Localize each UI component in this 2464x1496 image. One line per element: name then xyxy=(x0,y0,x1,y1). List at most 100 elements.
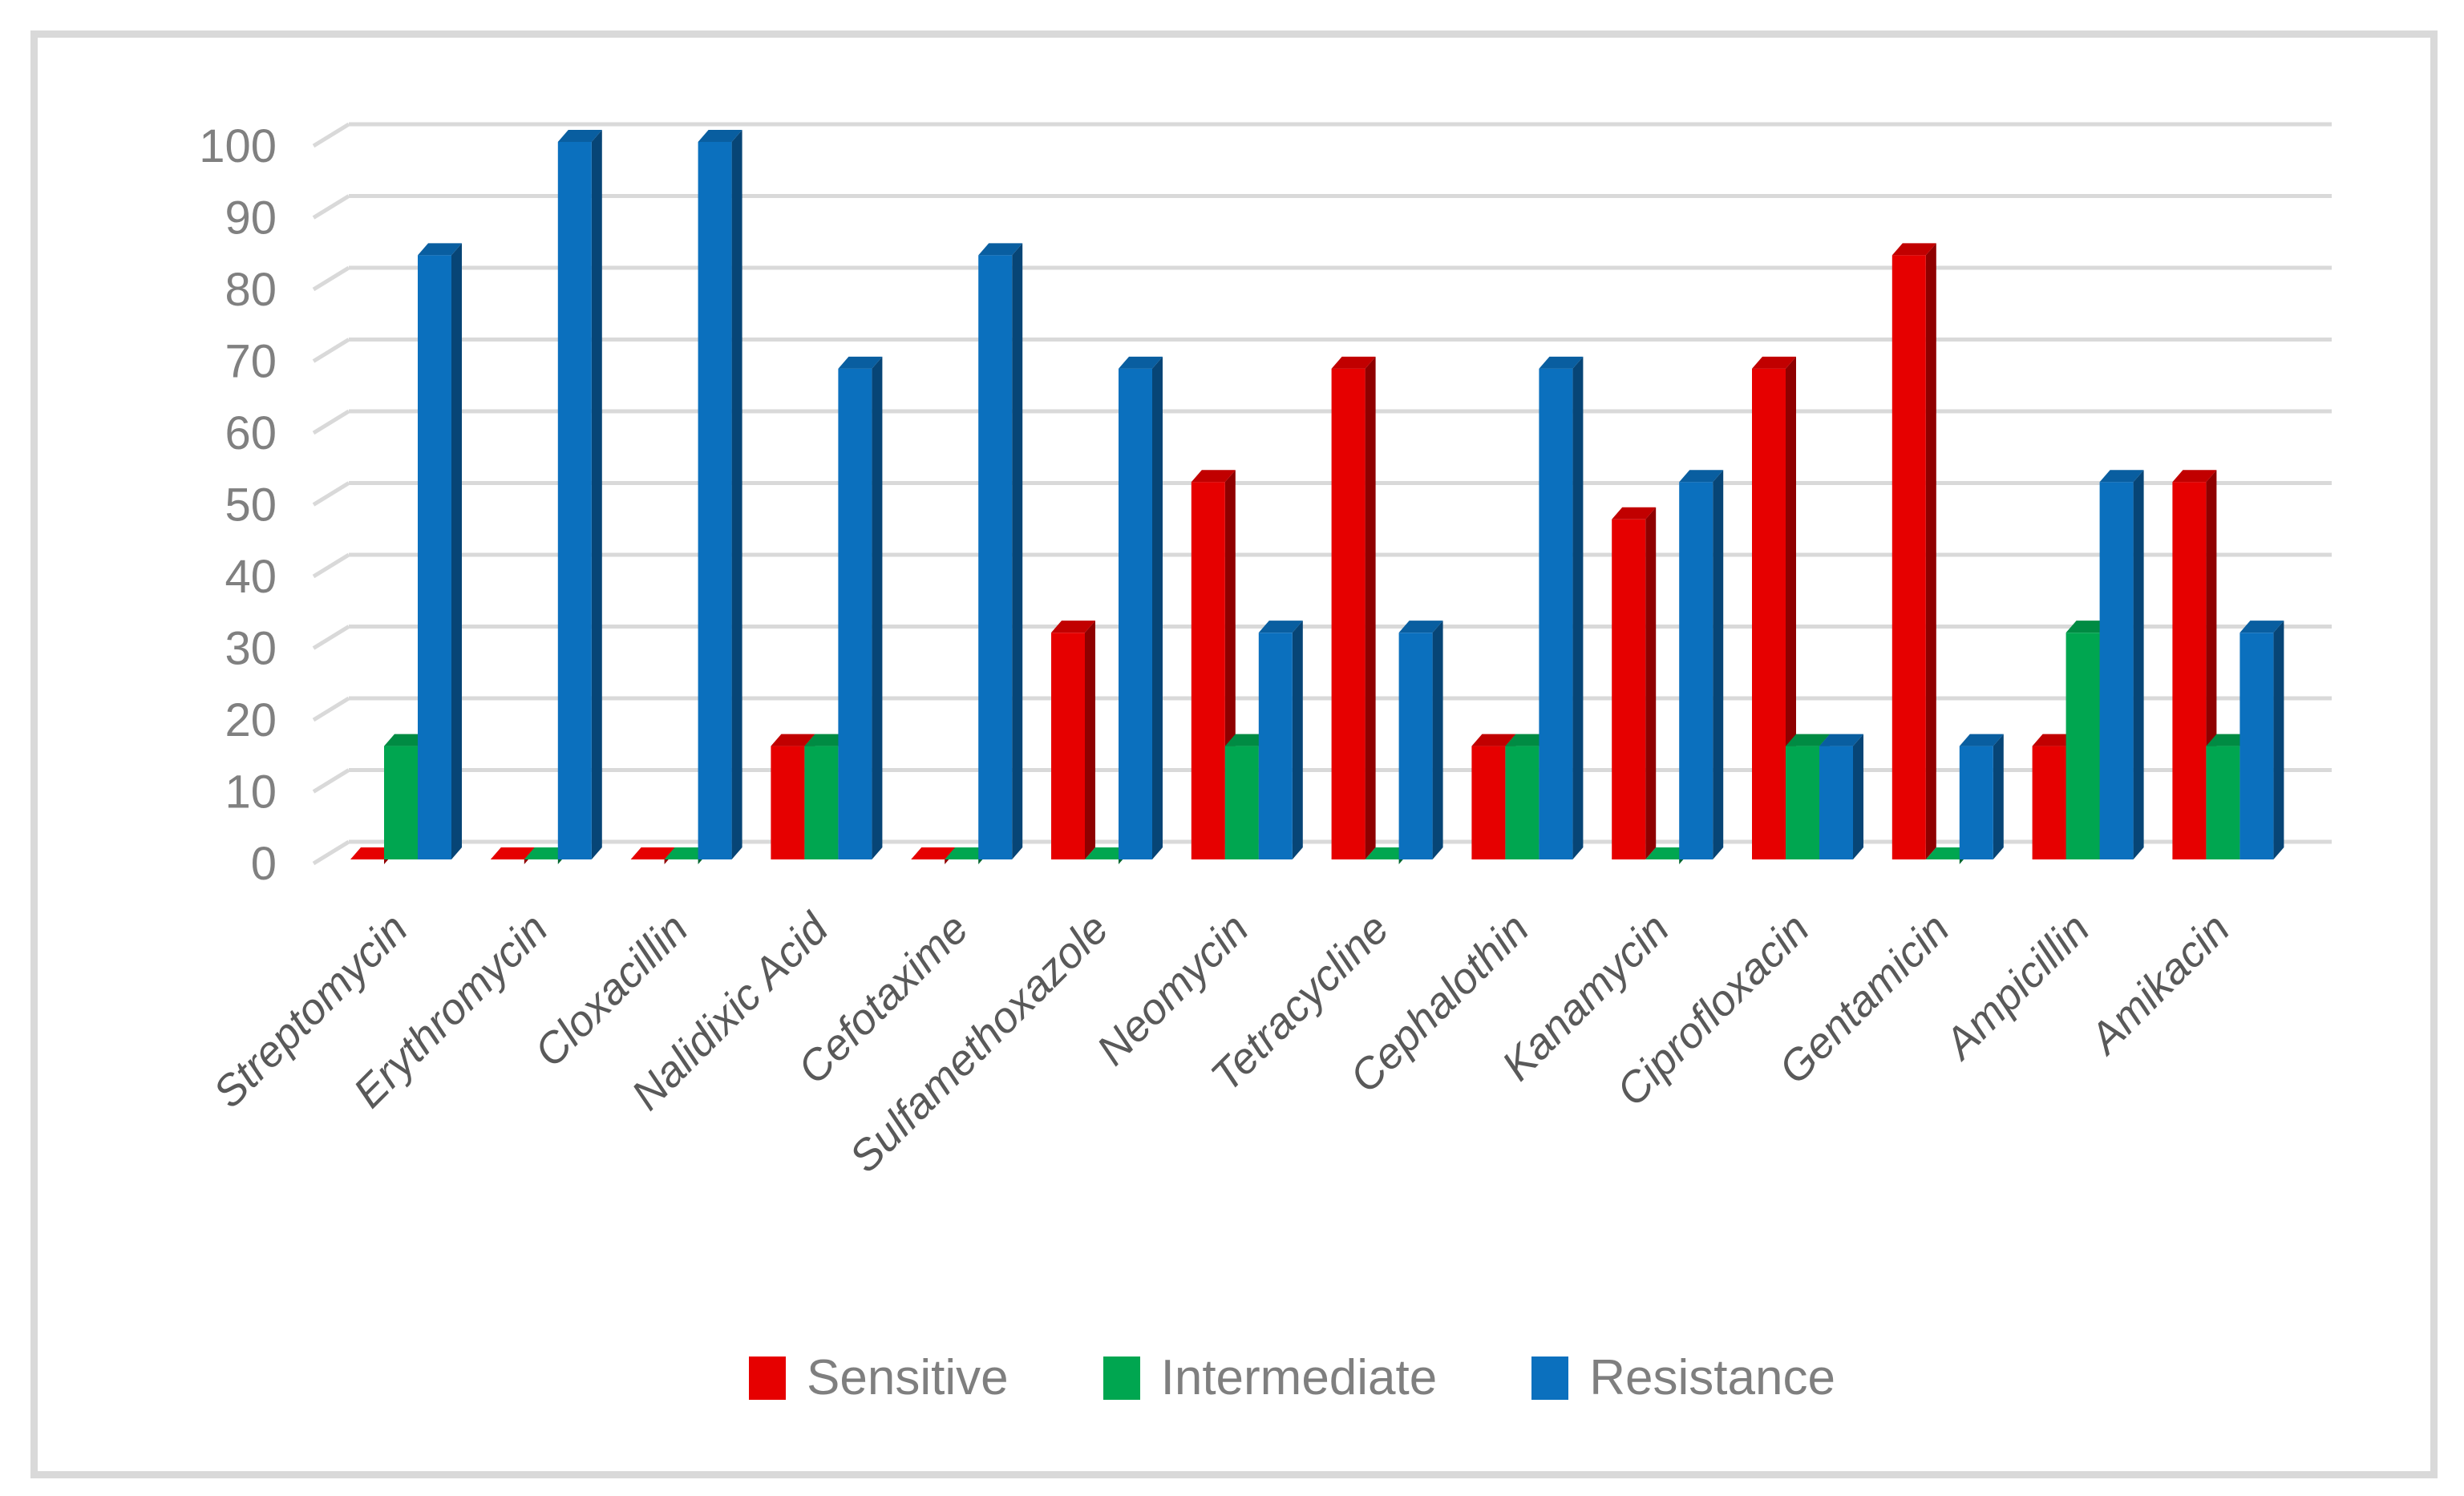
bar-intermediate-gentamicin xyxy=(1925,847,1970,859)
bar-top-sensitive-amikacin xyxy=(2172,470,2217,483)
legend-item-intermediate: Intermediate xyxy=(1103,1350,1438,1405)
y-axis-tick-80: 80 xyxy=(225,264,277,316)
y-axis-tick-10: 10 xyxy=(225,766,277,819)
gridline-jog-50 xyxy=(312,481,350,507)
gridline-jog-40 xyxy=(312,552,350,579)
gridlines-group xyxy=(312,122,2332,866)
bar-top-resistance-erythromycin xyxy=(557,130,602,142)
gridline-jog-30 xyxy=(312,625,350,650)
bar-top-sensitive-ampicillin xyxy=(2032,734,2077,746)
bar-top-sensitive-ciprofloxacin xyxy=(1752,356,1796,369)
bar-resistance-cloxacillin xyxy=(698,142,732,859)
bar-side-resistance-sulfamethoxazole xyxy=(1152,356,1163,859)
bar-side-sensitive-ciprofloxacin xyxy=(1786,356,1796,859)
bar-top-sensitive-gentamicin xyxy=(1891,243,1936,256)
y-axis-tick-20: 20 xyxy=(225,694,277,746)
bar-top-intermediate-cephalothin xyxy=(1505,734,1550,746)
gridline-jog-90 xyxy=(312,194,350,220)
gridline-jog-70 xyxy=(312,338,350,363)
bar-top-resistance-neomycin xyxy=(1258,621,1303,633)
bar-top-sensitive-sulfamethoxazole xyxy=(1051,621,1095,633)
bar-side-sensitive-gentamicin xyxy=(1925,243,1936,859)
bar-intermediate-nalidixic-acid xyxy=(804,746,839,859)
bar-top-resistance-ampicillin xyxy=(2099,470,2144,483)
bar-top-intermediate-ampicillin xyxy=(2065,621,2110,633)
bar-top-resistance-streptomycin xyxy=(418,243,462,256)
bar-top-resistance-ciprofloxacin xyxy=(1819,734,1863,746)
bar-resistance-amikacin xyxy=(2239,633,2274,859)
bar-top-sensitive-tetracycline xyxy=(1331,356,1376,369)
bar-sensitive-ampicillin xyxy=(2032,746,2066,859)
bar-resistance-cefotaxime xyxy=(978,255,1013,859)
legend-label-intermediate: Intermediate xyxy=(1160,1350,1438,1405)
bar-sensitive-sulfamethoxazole xyxy=(1051,633,1085,859)
bar-intermediate-cloxacillin xyxy=(664,847,709,859)
bar-intermediate-tetracycline xyxy=(1365,847,1410,859)
bar-intermediate-cefotaxime xyxy=(945,847,989,859)
bar-top-intermediate-neomycin xyxy=(1224,734,1269,746)
bar-sensitive-amikacin xyxy=(2172,482,2207,859)
x-axis-label-amikacin: Amikacin xyxy=(2079,904,2239,1064)
bar-side-sensitive-kanamycin xyxy=(1645,507,1657,859)
y-axis-tick-90: 90 xyxy=(225,192,277,245)
bar-resistance-erythromycin xyxy=(557,142,592,859)
bar-sensitive-cloxacillin xyxy=(630,847,675,859)
bar-resistance-tetracycline xyxy=(1398,633,1433,859)
y-axis-tick-100: 100 xyxy=(199,120,277,172)
gridline-jog-80 xyxy=(312,265,350,292)
gridline-jog-60 xyxy=(312,409,350,435)
bar-sensitive-kanamycin xyxy=(1612,519,1646,859)
bar-side-resistance-ampicillin xyxy=(2133,470,2144,859)
bar-side-resistance-cloxacillin xyxy=(731,130,742,859)
bar-sensitive-cephalothin xyxy=(1471,746,1506,859)
bar-sensitive-tetracycline xyxy=(1331,368,1366,859)
bar-resistance-nalidixic-acid xyxy=(838,368,872,859)
y-axis-tick-labels-group: 0 10 20 30 40 50 60 70 80 90 100 xyxy=(199,120,277,890)
bar-top-intermediate-nalidixic-acid xyxy=(804,734,849,746)
legend-swatch-resistance xyxy=(1531,1357,1569,1400)
gridline-jog-20 xyxy=(312,696,350,722)
bar-side-resistance-nalidixic-acid xyxy=(872,356,883,859)
bar-sensitive-nalidixic-acid xyxy=(771,746,805,859)
bar-side-resistance-neomycin xyxy=(1292,621,1303,859)
gridline-jog-100 xyxy=(312,122,350,148)
legend-label-sensitive: Sensitive xyxy=(807,1350,1009,1405)
gridline-jog-0 xyxy=(312,839,350,866)
bar-top-sensitive-cephalothin xyxy=(1471,734,1516,746)
bar-side-resistance-tetracycline xyxy=(1432,621,1443,859)
bar-top-sensitive-neomycin xyxy=(1191,470,1236,483)
bar-resistance-sulfamethoxazole xyxy=(1119,368,1152,859)
bar-intermediate-ciprofloxacin xyxy=(1786,746,1819,859)
bar-resistance-ciprofloxacin xyxy=(1819,746,1853,859)
bar-intermediate-neomycin xyxy=(1224,746,1259,859)
bar-top-intermediate-streptomycin xyxy=(384,734,428,746)
bar-intermediate-cephalothin xyxy=(1505,746,1539,859)
bar-sensitive-ciprofloxacin xyxy=(1752,368,1786,859)
bar-side-resistance-erythromycin xyxy=(591,130,602,859)
bar-side-sensitive-tetracycline xyxy=(1365,356,1376,859)
bar-top-sensitive-nalidixic-acid xyxy=(771,734,815,746)
bar-side-resistance-amikacin xyxy=(2273,621,2284,859)
x-axis-label-sulfamethoxazole: Sulfamethoxazole xyxy=(840,904,1118,1182)
y-axis-tick-70: 70 xyxy=(225,336,277,388)
bar-sensitive-cefotaxime xyxy=(911,847,956,859)
bar-top-resistance-kanamycin xyxy=(1679,470,1724,483)
bar-top-resistance-cloxacillin xyxy=(698,130,742,142)
gridline-jog-10 xyxy=(312,768,350,794)
legend-label-resistance: Resistance xyxy=(1589,1350,1835,1405)
y-axis-tick-40: 40 xyxy=(225,551,277,603)
legend-item-sensitive: Sensitive xyxy=(749,1353,1009,1403)
bar-intermediate-amikacin xyxy=(2206,746,2240,859)
bar-resistance-ampicillin xyxy=(2099,482,2134,859)
x-axis-label-ampicillin: Ampicillin xyxy=(1934,904,2099,1069)
bar-intermediate-sulfamethoxazole xyxy=(1085,847,1129,859)
bar-sensitive-gentamicin xyxy=(1891,255,1926,859)
bar-resistance-streptomycin xyxy=(418,255,451,859)
y-axis-tick-50: 50 xyxy=(225,479,277,532)
legend-item-resistance: Resistance xyxy=(1531,1353,1835,1403)
bar-intermediate-streptomycin xyxy=(384,746,418,859)
bar-resistance-kanamycin xyxy=(1679,482,1713,859)
bar-top-resistance-cefotaxime xyxy=(978,243,1023,256)
x-axis-labels-group: StreptomycinErythromycinCloxacillinNalid… xyxy=(204,904,2239,1182)
